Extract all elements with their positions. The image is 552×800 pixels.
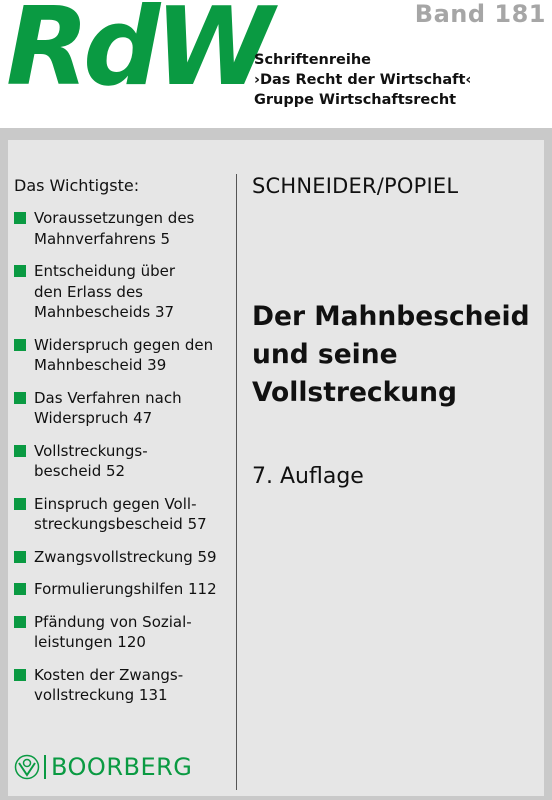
rdw-logo: RdW [6, 0, 274, 102]
publisher-logo: BOORBERG [14, 754, 192, 780]
header: RdW Band 181 Schriftenreihe ›Das Recht d… [0, 0, 552, 128]
bullet-square-icon [14, 583, 26, 595]
bullet-square-icon [14, 550, 26, 563]
bullet-square-icon [14, 615, 26, 628]
toc-item-line: Mahnbescheid 39 [34, 356, 167, 374]
toc-item-line: Zwangsvollstreckung 59 [34, 547, 217, 566]
toc-item-line: Einspruch gegen Voll- [34, 494, 197, 513]
toc-item: Das Verfahren nach Widerspruch 47 [14, 388, 230, 429]
toc-item-line: Formulierungshilfen 112 [34, 580, 217, 598]
boorberg-logo-icon [14, 754, 40, 780]
toc-item-line: leistungen 120 [34, 633, 146, 651]
bullet-square-icon [14, 212, 26, 224]
toc-item: Voraussetzungen des Mahnverfahrens 5 [14, 208, 230, 249]
bullet-square-icon [14, 444, 26, 457]
toc-item-line: Das Verfahren nach [34, 388, 182, 407]
bullet-square-icon [14, 497, 26, 510]
toc-item-line: Mahnbescheids 37 [34, 303, 175, 321]
toc-item: Widerspruch gegen den Mahnbescheid 39 [14, 335, 230, 376]
bullet-square-icon [14, 391, 26, 404]
logo-w: W [154, 0, 273, 110]
toc-item-line: Mahnverfahrens 5 [34, 229, 171, 248]
toc-item-line: den Erlass des [34, 282, 143, 301]
toc-item: Entscheidung über den Erlass des Mahnbesch… [14, 261, 230, 323]
toc-heading: Das Wichtigste: [14, 176, 140, 195]
toc-item-line: Voraussetzungen des [34, 209, 195, 227]
series-line: Schriftenreihe [254, 52, 371, 68]
book-edition: 7. Auflage [252, 464, 364, 489]
toc-item: Pfändung von Sozial-leistungen 120 [14, 612, 230, 653]
toc-item-line: vollstreckung 131 [34, 686, 168, 704]
series-info: Schriftenreihe ›Das Recht der Wirtschaft… [254, 50, 471, 110]
book-authors: SCHNEIDER/POPIEL [252, 174, 459, 198]
toc-item-line: streckungsbescheid 57 [34, 515, 207, 533]
toc-item: Kosten der Zwangs-vollstreckung 131 [14, 665, 230, 706]
toc-item: Formulierungshilfen 112 [14, 579, 230, 600]
book-title: Der Mahnbescheid und seine Vollstreckung [252, 298, 530, 412]
toc-item-line: bescheid 52 [34, 462, 126, 480]
title-line: Der Mahnbescheid [252, 301, 530, 332]
toc-item-line: Entscheidung über [34, 262, 176, 280]
toc-list: Voraussetzungen des Mahnverfahrens 5 Entsc… [14, 208, 230, 718]
series-line: Gruppe Wirtschaftsrecht [254, 92, 457, 108]
publisher-name: BOORBERG [44, 755, 192, 779]
toc-item-line: Vollstreckungs- [34, 441, 148, 460]
bullet-square-icon [14, 338, 26, 351]
cover-panel [8, 140, 544, 796]
title-line: Vollstreckung [252, 377, 457, 408]
bullet-square-icon [14, 265, 26, 277]
title-line: und seine [252, 339, 398, 370]
logo-rd: Rd [6, 0, 161, 110]
toc-item-line: Kosten der Zwangs- [34, 665, 184, 684]
band-number: Band 181 [414, 0, 546, 28]
toc-item: Einspruch gegen Voll-streckungsbescheid … [14, 494, 230, 535]
series-line: ›Das Recht der Wirtschaft‹ [254, 72, 472, 88]
toc-item-line: Pfändung von Sozial- [34, 612, 192, 631]
toc-item: Zwangsvollstreckung 59 [14, 547, 230, 568]
toc-item-line: Widerspruch 47 [34, 409, 153, 427]
toc-item: Vollstreckungs-bescheid 52 [14, 441, 230, 482]
bullet-square-icon [14, 668, 26, 681]
toc-item-line: Widerspruch gegen den [34, 335, 214, 354]
column-divider [236, 174, 237, 790]
